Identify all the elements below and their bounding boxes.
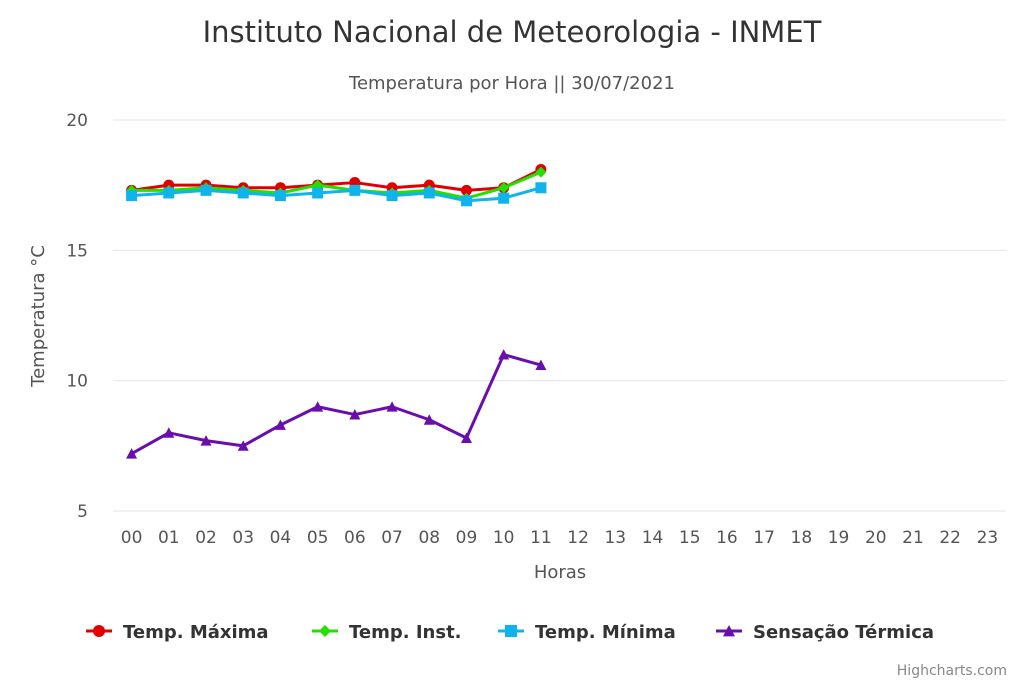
legend-label: Temp. Máxima [123, 622, 269, 643]
x-tick-label: 19 [828, 528, 850, 548]
x-tick-label: 18 [791, 528, 813, 548]
data-point[interactable] [126, 448, 138, 459]
data-point[interactable] [460, 432, 472, 443]
data-point[interactable] [498, 192, 510, 204]
data-point[interactable] [163, 187, 175, 199]
y-tick-label: 15 [66, 241, 88, 261]
x-tick-label: 15 [679, 528, 701, 548]
data-point[interactable] [460, 195, 472, 207]
gridlines [113, 119, 1006, 512]
legend-marker-icon [505, 625, 517, 637]
series-3 [126, 349, 547, 459]
series-group [126, 164, 547, 459]
x-tick-label: 10 [493, 528, 515, 548]
data-point[interactable] [237, 187, 249, 199]
data-point[interactable] [200, 435, 212, 446]
x-tick-label: 09 [456, 528, 478, 548]
x-tick-label: 20 [865, 528, 887, 548]
data-point[interactable] [349, 409, 361, 420]
legend: Temp. Máxima Temp. Inst. Temp. Mínima Sensa… [86, 622, 934, 643]
y-tick-label: 10 [66, 372, 88, 392]
series-line [131, 186, 542, 203]
legend-marker-icon [319, 625, 331, 637]
series-line [131, 168, 542, 192]
legend-label: Temp. Mínima [535, 622, 676, 643]
data-point[interactable] [349, 184, 361, 196]
data-point[interactable] [535, 359, 547, 370]
x-tick-label: 05 [307, 528, 329, 548]
legend-marker-icon [93, 625, 105, 637]
data-point[interactable] [386, 401, 398, 412]
x-tick-label: 06 [344, 528, 366, 548]
series-line [131, 170, 542, 200]
data-point[interactable] [386, 190, 398, 202]
legend-item[interactable]: Temp. Mínima [498, 622, 676, 643]
legend-label: Temp. Inst. [349, 622, 462, 643]
y-tick-label: 5 [77, 502, 88, 522]
x-tick-label: 23 [977, 528, 999, 548]
data-point[interactable] [237, 440, 249, 451]
x-tick-label: 07 [381, 528, 403, 548]
x-tick-label: 04 [270, 528, 292, 548]
chart-subtitle: Temperatura por Hora || 30/07/2021 [348, 73, 675, 94]
x-tick-label: 08 [418, 528, 440, 548]
chart-title: Instituto Nacional de Meteorologia - INM… [203, 15, 822, 49]
x-tick-label: 16 [716, 528, 738, 548]
x-axis-title: Horas [534, 562, 586, 583]
data-point[interactable] [312, 187, 324, 199]
x-tick-label: 03 [232, 528, 254, 548]
data-point[interactable] [535, 182, 547, 194]
data-point[interactable] [274, 190, 286, 202]
x-axis-ticks: 00 01 02 03 04 05 06 07 08 09 10 11 12 13 14 15 16 17 18 19… [121, 528, 998, 548]
y-axis-title: Temperatura °C [28, 245, 49, 388]
x-tick-label: 17 [753, 528, 775, 548]
x-tick-label: 01 [158, 528, 180, 548]
legend-item[interactable]: Temp. Inst. [312, 622, 462, 643]
series-line [130, 353, 542, 455]
x-tick-label: 14 [642, 528, 664, 548]
y-tick-label: 20 [66, 111, 88, 131]
y-axis-ticks: 5 10 15 20 [66, 111, 88, 522]
x-tick-label: 22 [939, 528, 961, 548]
series-2 [126, 182, 547, 207]
data-point[interactable] [423, 414, 435, 425]
x-tick-label: 02 [195, 528, 217, 548]
data-point[interactable] [423, 187, 435, 199]
data-point[interactable] [498, 349, 510, 360]
data-point[interactable] [498, 182, 510, 194]
legend-item[interactable]: Sensação Térmica [716, 622, 934, 643]
data-point[interactable] [274, 419, 286, 430]
x-tick-label: 21 [902, 528, 924, 548]
legend-label: Sensação Térmica [753, 622, 934, 643]
x-tick-label: 13 [604, 528, 626, 548]
data-point[interactable] [460, 184, 472, 196]
legend-marker-icon [723, 625, 735, 637]
legend-item[interactable]: Temp. Máxima [86, 622, 269, 643]
data-point[interactable] [312, 401, 324, 412]
data-point[interactable] [163, 427, 175, 438]
data-point[interactable] [200, 184, 212, 196]
x-tick-label: 11 [530, 528, 552, 548]
x-tick-label: 00 [121, 528, 143, 548]
data-point[interactable] [535, 166, 547, 178]
data-point[interactable] [126, 190, 138, 202]
credits-link[interactable]: Highcharts.com [897, 663, 1007, 679]
x-tick-label: 12 [567, 528, 589, 548]
